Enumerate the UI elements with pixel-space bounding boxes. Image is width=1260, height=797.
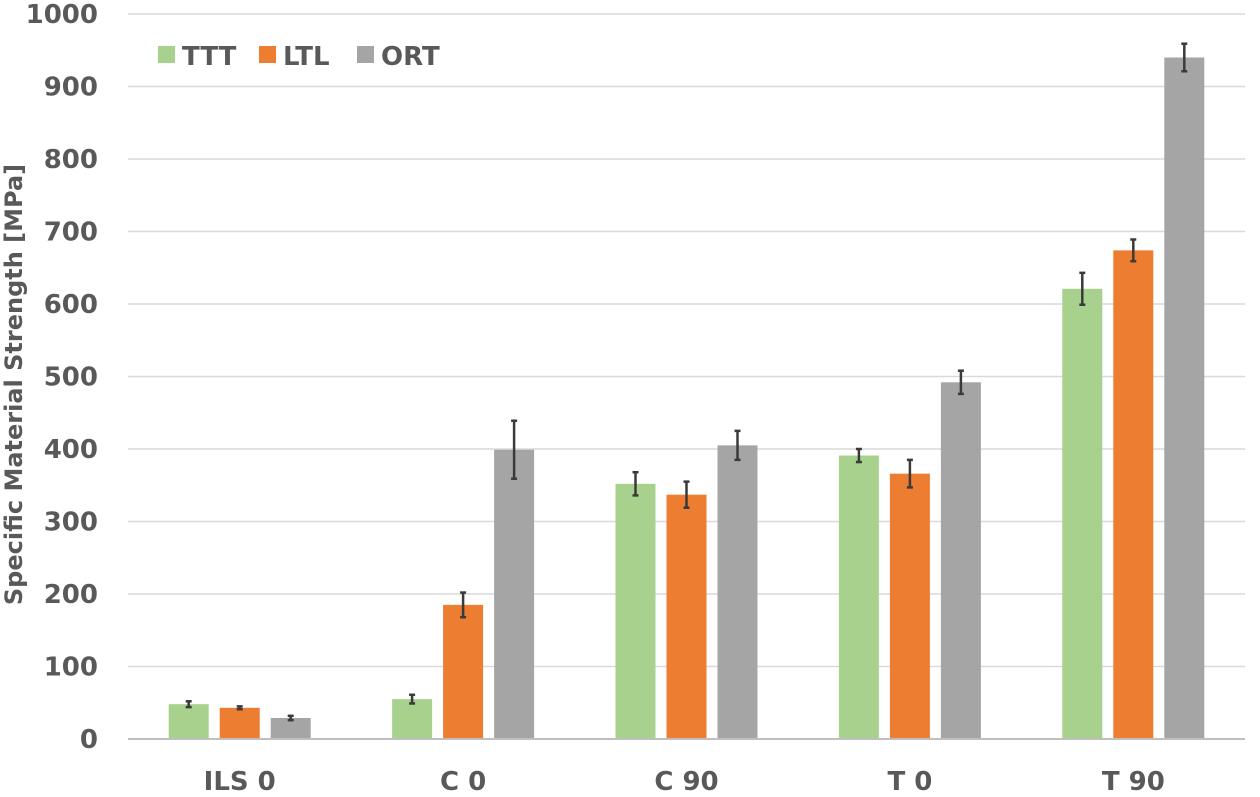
legend-swatch [158, 46, 175, 63]
error-bar [185, 700, 192, 709]
bar-ttt [168, 704, 209, 739]
x-axis-categories: ILS 0 C 0 C 90 T 0 T 90 [204, 767, 1165, 797]
y-tick-label: 100 [44, 653, 98, 683]
y-tick-label: 1000 [26, 0, 98, 30]
legend-item-ttt: TTT [158, 42, 237, 72]
bar-ort [717, 445, 758, 739]
error-bar [1181, 42, 1188, 73]
bar-ltl [1113, 250, 1154, 739]
bar-ltl [443, 604, 484, 739]
bar-ort [494, 449, 535, 739]
y-tick-label: 700 [44, 218, 98, 248]
error-bar [287, 714, 294, 722]
y-axis-label: Specific Material Strength [MPa] [0, 164, 28, 605]
bar-ltl [666, 494, 707, 739]
bar-ltl [219, 707, 260, 739]
legend-swatch [259, 46, 276, 63]
error-bar [1079, 271, 1086, 306]
error-bar [511, 419, 518, 480]
bar-ort [1164, 57, 1205, 739]
y-tick-label: 200 [44, 580, 98, 610]
error-bar [1130, 238, 1137, 263]
y-axis-ticks: 0 100 200 300 400 500 600 700 800 900 1000 [26, 0, 98, 755]
x-category-label: C 0 [440, 767, 486, 797]
y-tick-label: 600 [44, 290, 98, 320]
x-category-label: C 90 [654, 767, 718, 797]
bar-ttt [392, 699, 433, 739]
bar-ttt [615, 483, 656, 739]
error-bar [632, 470, 639, 497]
legend-swatch [357, 46, 374, 63]
legend-item-ort: ORT [357, 42, 440, 72]
error-bar [460, 591, 467, 619]
error-bar [409, 693, 416, 705]
y-tick-label: 400 [44, 435, 98, 465]
gridlines [128, 13, 1245, 668]
legend-item-ltl: LTL [259, 42, 330, 72]
legend-label: TTT [182, 42, 237, 72]
error-bar [734, 429, 741, 462]
bar-ttt [1062, 288, 1103, 739]
y-tick-label: 0 [80, 725, 98, 755]
error-bar [855, 447, 862, 464]
bar-ttt [838, 455, 879, 739]
bar-ort [940, 382, 981, 739]
y-tick-label: 300 [44, 508, 98, 538]
bars [168, 57, 1205, 739]
error-bar [236, 705, 243, 711]
error-bar [906, 458, 913, 489]
y-tick-label: 900 [44, 73, 98, 103]
x-category-label: T 0 [887, 767, 932, 797]
error-bar [683, 480, 690, 509]
bar-ort [270, 717, 311, 739]
error-bars [185, 42, 1188, 722]
bar-ltl [889, 473, 930, 739]
error-bar [957, 369, 964, 396]
x-category-label: ILS 0 [204, 767, 276, 797]
legend-label: ORT [381, 42, 440, 72]
legend-label: LTL [283, 42, 330, 72]
legend: TTT LTL ORT [158, 42, 440, 72]
y-tick-label: 800 [44, 145, 98, 175]
y-tick-label: 500 [44, 363, 98, 393]
x-category-label: T 90 [1102, 767, 1165, 797]
